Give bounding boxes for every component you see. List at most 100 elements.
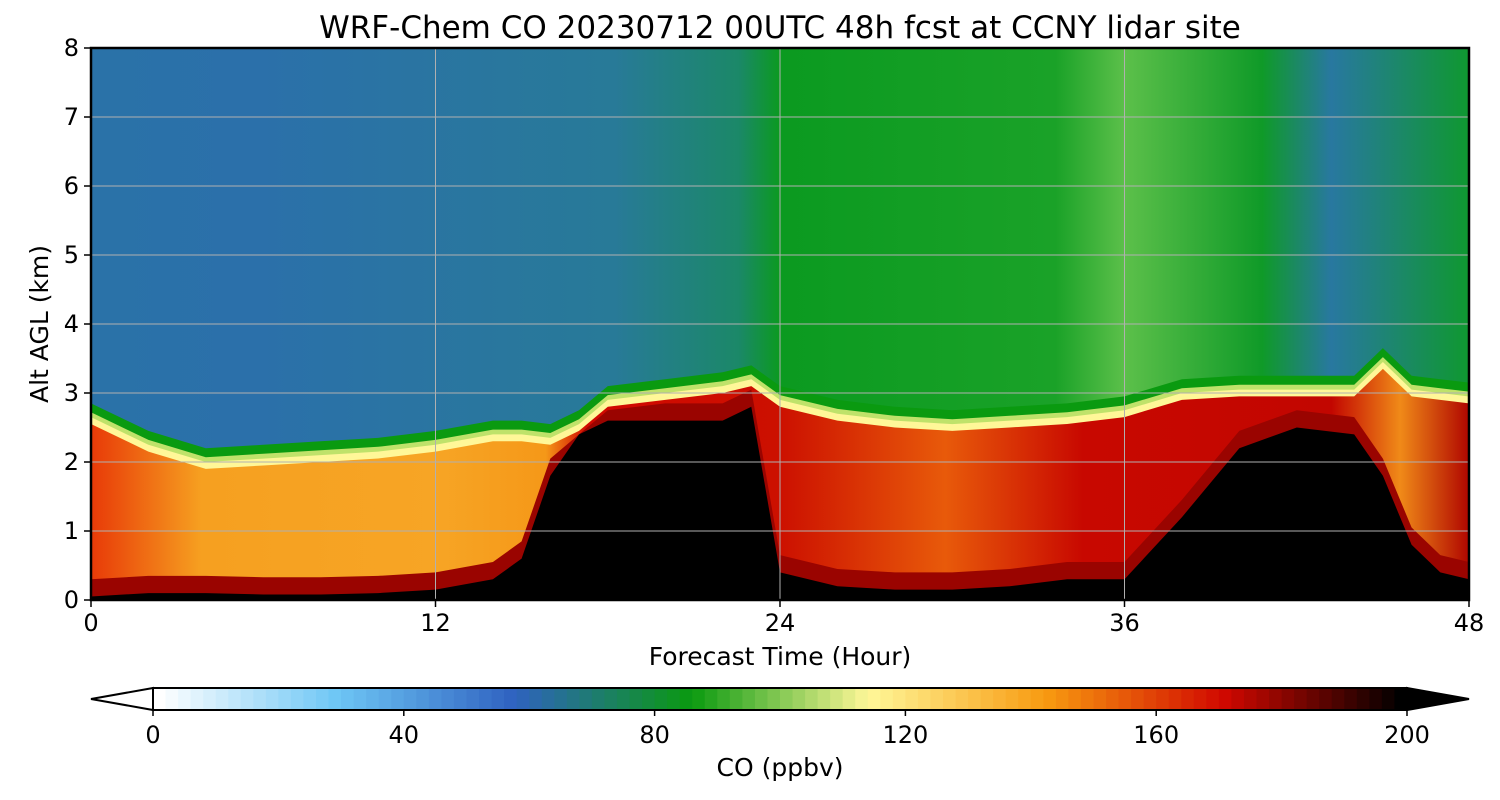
- colorbar-tick-label: 0: [145, 721, 160, 749]
- colorbar-extend-min: [90, 686, 154, 712]
- colorbar-segment: [328, 688, 342, 710]
- colorbar-segment: [378, 688, 392, 710]
- colorbar-segment: [917, 688, 932, 710]
- y-tick-label: 5: [64, 241, 79, 269]
- colorbar-segment: [993, 688, 1007, 710]
- colorbar-segment: [1030, 688, 1044, 710]
- y-tick-label: 2: [64, 448, 79, 476]
- colorbar-frame: [152, 687, 1408, 711]
- colorbar-segment: [178, 688, 192, 710]
- colorbar-segments: [153, 688, 1408, 710]
- colorbar-segment: [1093, 688, 1107, 710]
- x-tick-label: 0: [83, 609, 98, 637]
- colorbar-segment: [303, 688, 317, 710]
- colorbar-segment: [491, 688, 505, 710]
- colorbar-segment: [1118, 688, 1132, 710]
- colorbar-segment: [1306, 688, 1320, 710]
- colorbar-segment: [780, 688, 794, 710]
- colorbar-segment: [203, 688, 217, 710]
- colorbar-segment: [504, 688, 518, 710]
- x-tick-label: 36: [1109, 609, 1140, 637]
- colorbar-segment: [1055, 688, 1070, 710]
- colorbar-segment: [880, 688, 894, 710]
- colorbar-segment: [968, 688, 982, 710]
- colorbar-segment: [742, 688, 756, 710]
- colorbar-segment: [892, 688, 906, 710]
- y-tick-label: 8: [64, 34, 79, 62]
- colorbar-segment: [830, 688, 844, 710]
- colorbar-segment: [1068, 688, 1082, 710]
- colorbar-segment: [754, 688, 769, 710]
- colorbar-segment: [1168, 688, 1182, 710]
- colorbar-segment: [290, 688, 305, 710]
- colorbar-segment: [466, 688, 480, 710]
- colorbar-segment: [215, 688, 229, 710]
- colorbar-segment: [767, 688, 781, 710]
- colorbar-segment: [679, 688, 693, 710]
- colorbar-segment: [1106, 688, 1120, 710]
- colorbar-segment: [604, 688, 618, 710]
- colorbar-segment: [955, 688, 969, 710]
- colorbar-segment: [341, 688, 355, 710]
- colorbar-segment: [366, 688, 380, 710]
- colorbar-segment: [1381, 688, 1396, 710]
- colorbar-segment: [1218, 688, 1233, 710]
- colorbar-segment: [667, 688, 681, 710]
- colorbar-segment: [1131, 688, 1145, 710]
- colorbar-segment: [1080, 688, 1095, 710]
- colorbar-segment: [1181, 688, 1195, 710]
- colorbar-segment: [1156, 688, 1170, 710]
- colorbar-segment: [1193, 688, 1207, 710]
- y-tick-label: 6: [64, 172, 79, 200]
- colorbar-segment: [1243, 688, 1258, 710]
- y-tick-label: 7: [64, 103, 79, 131]
- colorbar-segment: [842, 688, 856, 710]
- colorbar-segment: [403, 688, 417, 710]
- colorbar-segment: [1394, 688, 1408, 710]
- colorbar-segment: [1331, 688, 1345, 710]
- colorbar-segment: [717, 688, 731, 710]
- colorbar-segment: [391, 688, 405, 710]
- colorbar-extend-max: [1406, 686, 1470, 712]
- colorbar-tick-label: 160: [1133, 721, 1179, 749]
- colorbar-segment: [805, 688, 819, 710]
- chart-title: WRF-Chem CO 20230712 00UTC 48h fcst at C…: [319, 10, 1241, 46]
- y-axis: 0 1 2 3 4 5 6 7 8: [64, 34, 91, 614]
- colorbar-segment: [792, 688, 806, 710]
- colorbar-segment: [516, 688, 530, 710]
- colorbar-segment: [1344, 688, 1358, 710]
- colorbar-segment: [704, 688, 718, 710]
- colorbar-segment: [1018, 688, 1032, 710]
- colorbar-segment: [905, 688, 919, 710]
- colorbar-segment: [855, 688, 869, 710]
- colorbar-segment: [1231, 688, 1245, 710]
- colorbar-segment: [579, 688, 593, 710]
- colorbar-tick-label: 120: [882, 721, 928, 749]
- grid-lines: [91, 48, 1469, 600]
- colorbar-segment: [1256, 688, 1270, 710]
- colorbar-segment: [278, 688, 292, 710]
- colorbar-segment: [1143, 688, 1157, 710]
- colorbar-segment: [729, 688, 743, 710]
- colorbar-segment: [591, 688, 606, 710]
- colorbar-segment: [1281, 688, 1295, 710]
- field-peak-core: [91, 406, 1469, 600]
- colorbar-segment: [566, 688, 580, 710]
- colorbar-segment: [1043, 688, 1057, 710]
- x-axis: 0 12 24 36 48: [83, 600, 1484, 637]
- colorbar-segment: [441, 688, 455, 710]
- colorbar-segment: [1294, 688, 1308, 710]
- colorbar-segment: [265, 688, 279, 710]
- colorbar-segment: [642, 688, 656, 710]
- colorbar-segment: [1269, 688, 1283, 710]
- colorbar-segment: [654, 688, 668, 710]
- colorbar-segment: [165, 688, 179, 710]
- colorbar-segment: [554, 688, 568, 710]
- colorbar-segment: [943, 688, 957, 710]
- colorbar-segment: [541, 688, 555, 710]
- y-axis-label: Alt AGL (km): [25, 245, 54, 403]
- colorbar-tick-label: 200: [1384, 721, 1430, 749]
- colorbar-ticks: 0 40 80 120 160 200: [145, 710, 1430, 749]
- colorbar-segment: [153, 688, 167, 710]
